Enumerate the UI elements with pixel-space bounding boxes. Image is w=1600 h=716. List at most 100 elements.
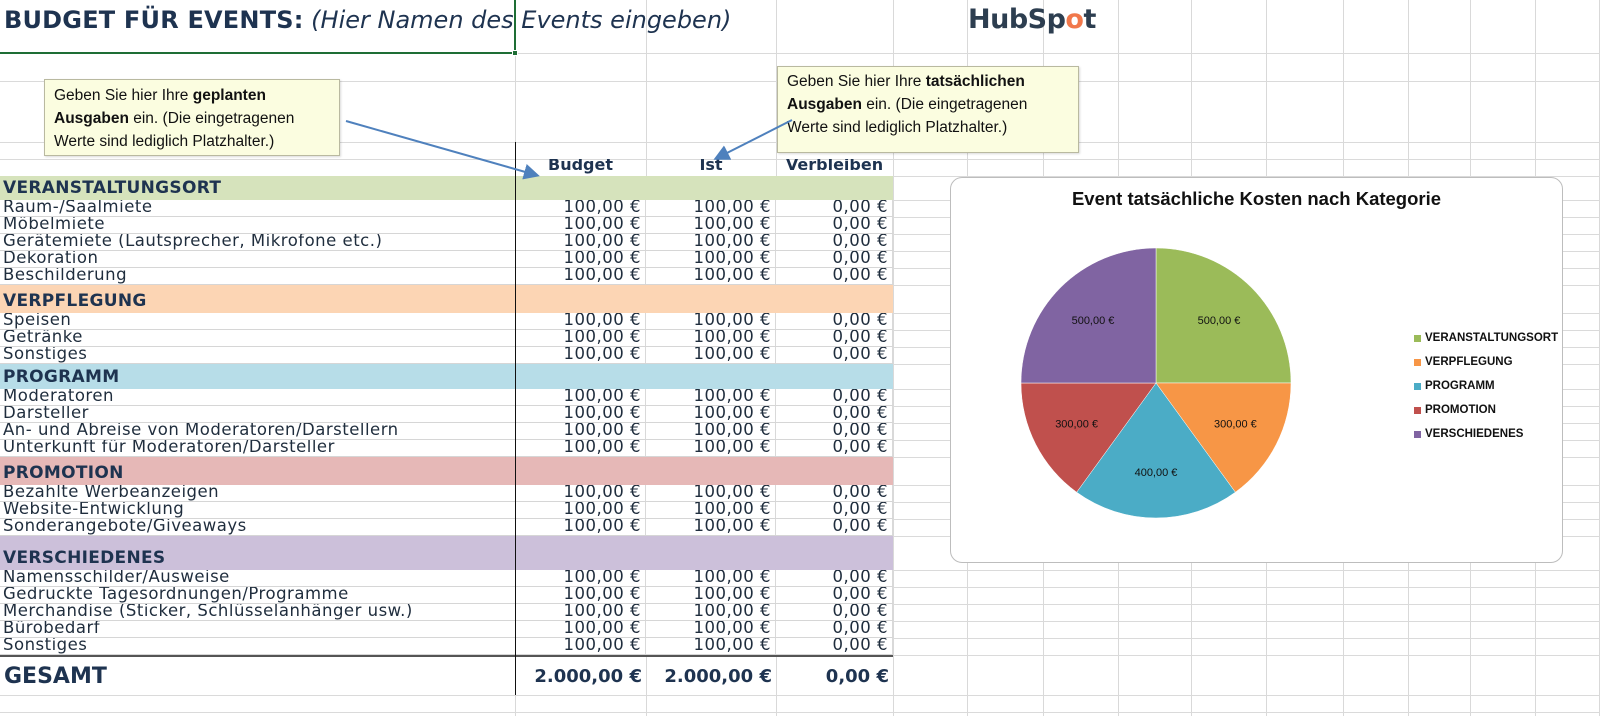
remaining-cell[interactable]: 0,00 € <box>776 587 893 603</box>
ist-cell[interactable]: 100,00 € <box>646 423 776 439</box>
item-label[interactable]: Speisen <box>3 313 72 329</box>
pie-slice-verschiedenes[interactable] <box>1020 247 1157 384</box>
item-label[interactable]: Namensschilder/Ausweise <box>3 570 230 586</box>
remaining-cell[interactable]: 0,00 € <box>776 217 893 233</box>
ist-cell[interactable]: 100,00 € <box>646 502 776 518</box>
budget-cell[interactable]: 100,00 € <box>515 268 646 284</box>
item-label[interactable]: Gerätemiete (Lautsprecher, Mikrofone etc… <box>3 234 383 250</box>
ist-cell[interactable]: 100,00 € <box>646 234 776 250</box>
pie-slice-programm[interactable] <box>1076 382 1236 519</box>
remaining-cell[interactable]: 0,00 € <box>776 604 893 620</box>
ist-cell[interactable]: 100,00 € <box>646 587 776 603</box>
remaining-cell[interactable]: 0,00 € <box>776 519 893 535</box>
remaining-cell[interactable]: 0,00 € <box>776 347 893 363</box>
item-label[interactable]: Dekoration <box>3 251 99 267</box>
item-label[interactable]: Raum-/Saalmiete <box>3 200 153 216</box>
item-label[interactable]: Möbelmiete <box>3 217 105 233</box>
item-label[interactable]: Bezahlte Werbeanzeigen <box>3 485 220 501</box>
remaining-cell[interactable]: 0,00 € <box>776 485 893 501</box>
budget-cell[interactable]: 100,00 € <box>515 604 646 620</box>
category-label[interactable]: VERPFLEGUNG <box>3 291 147 311</box>
item-label[interactable]: Beschilderung <box>3 268 128 284</box>
budget-cell[interactable]: 100,00 € <box>515 570 646 586</box>
ist-cell[interactable]: 100,00 € <box>646 485 776 501</box>
ist-cell[interactable]: 100,00 € <box>646 604 776 620</box>
item-label[interactable]: Website-Entwicklung <box>3 502 185 518</box>
remaining-cell[interactable]: 0,00 € <box>776 268 893 284</box>
budget-cell[interactable]: 100,00 € <box>515 251 646 267</box>
item-label[interactable]: Sonderangebote/Giveaways <box>3 519 247 535</box>
budget-cell[interactable]: 100,00 € <box>515 621 646 637</box>
item-label[interactable]: Unterkunft für Moderatoren/Darsteller <box>3 440 335 456</box>
remaining-cell[interactable]: 0,00 € <box>776 638 893 654</box>
remaining-cell[interactable]: 0,00 € <box>776 313 893 329</box>
remaining-cell[interactable]: 0,00 € <box>776 621 893 637</box>
category-row: VERANSTALTUNGSORT <box>0 176 893 200</box>
actual-expenses-note[interactable]: Geben Sie hier Ihre tatsächlichen Ausgabe… <box>777 66 1079 153</box>
remaining-cell[interactable]: 0,00 € <box>776 406 893 422</box>
data-label: 500,00 € <box>1072 315 1115 327</box>
remaining-cell[interactable]: 0,00 € <box>776 570 893 586</box>
budget-cell[interactable]: 100,00 € <box>515 389 646 405</box>
remaining-cell[interactable]: 0,00 € <box>776 330 893 346</box>
item-label[interactable]: Sonstiges <box>3 638 88 654</box>
budget-cell[interactable]: 100,00 € <box>515 406 646 422</box>
item-label[interactable]: Sonstiges <box>3 347 88 363</box>
budget-cell[interactable]: 100,00 € <box>515 440 646 456</box>
budget-cell[interactable]: 100,00 € <box>515 519 646 535</box>
budget-cell[interactable]: 100,00 € <box>515 234 646 250</box>
total-budget[interactable]: 2.000,00 € <box>534 666 642 687</box>
ist-cell[interactable]: 100,00 € <box>646 200 776 216</box>
ist-cell[interactable]: 100,00 € <box>646 440 776 456</box>
fill-handle[interactable] <box>512 50 518 56</box>
category-label[interactable]: VERSCHIEDENES <box>3 548 166 568</box>
pie-slice-verpflegung[interactable] <box>1155 382 1292 493</box>
item-label[interactable]: Bürobedarf <box>3 621 101 637</box>
remaining-cell[interactable]: 0,00 € <box>776 389 893 405</box>
budget-cell[interactable]: 100,00 € <box>515 217 646 233</box>
ist-cell[interactable]: 100,00 € <box>646 570 776 586</box>
ist-cell[interactable]: 100,00 € <box>646 347 776 363</box>
remaining-cell[interactable]: 0,00 € <box>776 234 893 250</box>
remaining-cell[interactable]: 0,00 € <box>776 200 893 216</box>
ist-cell[interactable]: 100,00 € <box>646 621 776 637</box>
sheet-title-cell[interactable]: BUDGET FÜR EVENTS: (Hier Namen des Event… <box>4 6 731 34</box>
ist-cell[interactable]: 100,00 € <box>646 389 776 405</box>
item-label[interactable]: Getränke <box>3 330 83 346</box>
remaining-cell[interactable]: 0,00 € <box>776 440 893 456</box>
budget-cell[interactable]: 100,00 € <box>515 347 646 363</box>
item-label[interactable]: Gedruckte Tagesordnungen/Programme <box>3 587 349 603</box>
pie-chart[interactable]: Event tatsächliche Kosten nach Kategorie… <box>950 177 1563 563</box>
budget-cell[interactable]: 100,00 € <box>515 485 646 501</box>
budget-cell[interactable]: 100,00 € <box>515 330 646 346</box>
remaining-cell[interactable]: 0,00 € <box>776 251 893 267</box>
item-label[interactable]: Merchandise (Sticker, Schlüsselanhänger … <box>3 604 413 620</box>
total-ist[interactable]: 2.000,00 € <box>664 666 772 687</box>
ist-cell[interactable]: 100,00 € <box>646 268 776 284</box>
item-label[interactable]: An- und Abreise von Moderatoren/Darstell… <box>3 423 399 439</box>
budget-cell[interactable]: 100,00 € <box>515 200 646 216</box>
category-label[interactable]: VERANSTALTUNGSORT <box>3 178 222 198</box>
budget-cell[interactable]: 100,00 € <box>515 423 646 439</box>
budget-cell[interactable]: 100,00 € <box>515 502 646 518</box>
remaining-cell[interactable]: 0,00 € <box>776 423 893 439</box>
ist-cell[interactable]: 100,00 € <box>646 406 776 422</box>
budget-cell[interactable]: 100,00 € <box>515 313 646 329</box>
item-label[interactable]: Moderatoren <box>3 389 114 405</box>
total-rest[interactable]: 0,00 € <box>825 666 889 687</box>
category-label[interactable]: PROMOTION <box>3 463 124 483</box>
budget-cell[interactable]: 100,00 € <box>515 638 646 654</box>
pie-slice-veranstaltungsort[interactable] <box>1155 247 1292 384</box>
ist-cell[interactable]: 100,00 € <box>646 251 776 267</box>
budget-cell[interactable]: 100,00 € <box>515 587 646 603</box>
remaining-cell[interactable]: 0,00 € <box>776 502 893 518</box>
ist-cell[interactable]: 100,00 € <box>646 217 776 233</box>
ist-cell[interactable]: 100,00 € <box>646 519 776 535</box>
ist-cell[interactable]: 100,00 € <box>646 638 776 654</box>
pie-slice-promotion[interactable] <box>1020 382 1157 493</box>
item-label[interactable]: Darsteller <box>3 406 89 422</box>
ist-cell[interactable]: 100,00 € <box>646 330 776 346</box>
planned-expenses-note[interactable]: Geben Sie hier Ihre geplanten Ausgaben ei… <box>44 79 340 156</box>
ist-cell[interactable]: 100,00 € <box>646 313 776 329</box>
category-label[interactable]: PROGRAMM <box>3 367 120 387</box>
